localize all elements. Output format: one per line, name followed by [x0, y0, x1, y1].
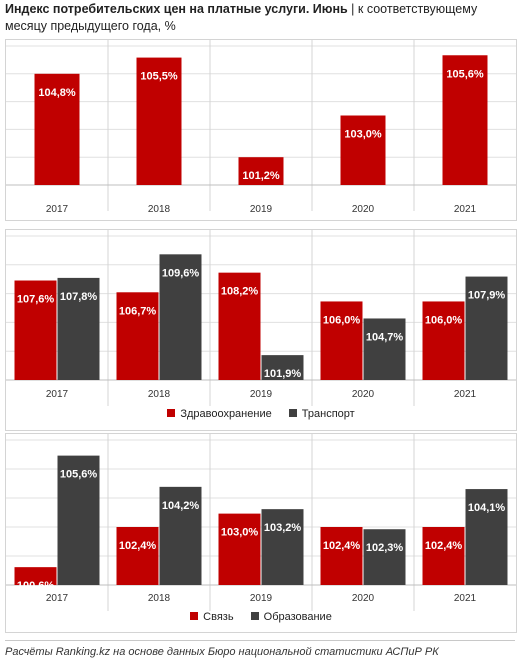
bar-2019-s1 [261, 509, 304, 585]
data-label-2019-s1: 101,9% [264, 368, 302, 380]
gridlines [6, 40, 516, 211]
x-tick-label: 2019 [250, 593, 273, 604]
x-tick-label: 2017 [46, 204, 69, 215]
x-tick-label: 2019 [250, 389, 273, 400]
bar-2018-s1 [159, 254, 202, 380]
legend-label-communication: Связь [203, 611, 234, 623]
data-label-2019-s0: 101,2% [242, 170, 280, 182]
data-label-2019-s0: 108,2% [221, 286, 259, 298]
data-label-2021-s0: 102,4% [425, 540, 463, 552]
data-label-2017-s0: 104,8% [38, 87, 76, 99]
data-label-2020-s0: 106,0% [323, 314, 361, 326]
x-tick-label: 2018 [148, 204, 171, 215]
chart-panel-health-transport: 107,6% 107,8% 2017 106,7% 109,6% 2018 108,2% 10… [5, 229, 517, 431]
legend-swatch-education [250, 612, 259, 620]
bar-2021-s1 [465, 489, 508, 585]
x-tick-label: 2021 [454, 204, 477, 215]
x-tick-label: 2021 [454, 593, 477, 604]
data-label-2020-s1: 102,3% [366, 542, 404, 554]
chart-panel-communication-education: 100,6% 105,6% 2017 102,4% 104,2% 2018 103,0% 10… [5, 433, 517, 633]
data-label-2018-s0: 102,4% [119, 540, 157, 552]
chart-health-transport-svg: 107,6% 107,8% 2017 106,7% 109,6% 2018 108,2% 10… [6, 230, 516, 406]
legend-item-transport: Транспорт [288, 408, 355, 420]
x-tick-label: 2020 [352, 204, 375, 215]
chart-title: Индекс потребительских цен на платные ус… [5, 2, 348, 16]
data-label-2018-s1: 109,6% [162, 267, 200, 279]
bar-2019-s0 [238, 157, 284, 185]
data-label-2017-s0: 107,6% [17, 294, 55, 306]
bar-2018-s0 [116, 292, 159, 380]
x-tick-label: 2020 [352, 389, 375, 400]
legend-communication-education: Связь Образование [6, 611, 516, 623]
data-label-2021-s0: 105,6% [446, 68, 484, 80]
data-label-2020-s1: 104,7% [366, 331, 404, 343]
bar-2017-s0 [14, 567, 57, 585]
x-tick-label: 2017 [46, 389, 69, 400]
legend-label-education: Образование [263, 611, 332, 623]
legend-swatch-transport [288, 409, 297, 417]
data-label-2018-s0: 106,7% [119, 305, 157, 317]
bar-2018-s0 [136, 57, 182, 185]
data-label-2018-s0: 105,5% [140, 71, 178, 83]
bar-2018-s0 [116, 527, 159, 585]
x-tick-label: 2018 [148, 593, 171, 604]
chart-subtitle: | к соответствующему месяцу предыдущего … [5, 2, 478, 33]
data-label-2021-s1: 104,1% [468, 502, 506, 514]
bar-2021-s1 [465, 276, 508, 380]
legend-label-transport: Транспорт [301, 408, 355, 420]
x-tick-label: 2017 [46, 593, 69, 604]
bar-2019-s0 [218, 513, 261, 585]
legend-label-health: Здравоохранение [180, 408, 272, 420]
bar-2019-s1 [261, 355, 304, 380]
bar-2020-s1 [363, 318, 406, 380]
x-tick-label: 2019 [250, 204, 273, 215]
bar-2017-s1 [57, 455, 100, 585]
bar-2021-s0 [442, 55, 488, 186]
chart-total-svg: 104,8% 2017 105,5% 2018 101,2% 2019 103,0% 2020… [6, 40, 516, 215]
legend-swatch-health [167, 409, 176, 417]
data-label-2019-s0: 103,0% [221, 527, 259, 539]
legend-item-communication: Связь [190, 611, 234, 623]
legend-item-education: Образование [250, 611, 332, 623]
chart-communication-education-svg: 100,6% 105,6% 2017 102,4% 104,2% 2018 103,0% 10… [6, 434, 516, 611]
footer-divider [5, 640, 515, 641]
data-label-2017-s1: 105,6% [60, 469, 98, 481]
chart-panel-total: 104,8% 2017 105,5% 2018 101,2% 2019 103,0% 2020… [5, 39, 517, 221]
data-label-2018-s1: 104,2% [162, 500, 200, 512]
x-tick-label: 2018 [148, 389, 171, 400]
data-label-2020-s0: 103,0% [344, 129, 382, 141]
data-label-2021-s0: 106,0% [425, 314, 463, 326]
bar-2020-s0 [320, 301, 363, 380]
legend-item-health: Здравоохранение [167, 408, 272, 420]
bar-2017-s0 [14, 280, 57, 380]
data-label-2020-s0: 102,4% [323, 540, 361, 552]
bar-2020-s0 [340, 115, 386, 185]
data-label-2017-s1: 107,8% [60, 291, 98, 303]
source-footer: Расчёты Ranking.kz на основе данных Бюро… [5, 646, 439, 658]
data-label-2017-s0: 100,6% [17, 580, 55, 592]
data-label-2021-s1: 107,9% [468, 290, 506, 302]
chart-title-block: Индекс потребительских цен на платные ус… [5, 1, 515, 35]
x-tick-label: 2021 [454, 389, 477, 400]
bar-2021-s0 [422, 527, 465, 585]
bar-2020-s1 [363, 529, 406, 585]
legend-swatch-communication [190, 612, 199, 620]
legend-health-transport: Здравоохранение Транспорт [6, 408, 516, 420]
bar-2017-s0 [34, 73, 80, 185]
bar-2018-s1 [159, 486, 202, 585]
bar-2017-s1 [57, 277, 100, 380]
bar-2019-s0 [218, 272, 261, 380]
data-label-2019-s1: 103,2% [264, 522, 302, 534]
bar-2021-s0 [422, 301, 465, 380]
bar-2020-s0 [320, 527, 363, 585]
x-tick-label: 2020 [352, 593, 375, 604]
